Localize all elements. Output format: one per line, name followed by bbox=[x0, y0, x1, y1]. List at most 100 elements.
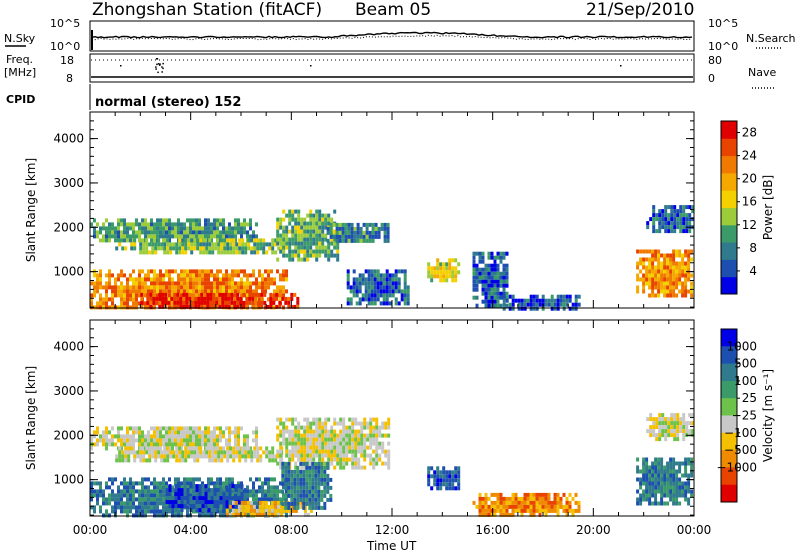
data-cell bbox=[314, 497, 318, 502]
data-cell bbox=[192, 438, 195, 443]
data-cell bbox=[294, 465, 298, 470]
data-cell bbox=[329, 497, 333, 502]
data-cell bbox=[171, 222, 174, 227]
data-cell bbox=[356, 238, 360, 243]
data-cell bbox=[226, 242, 230, 247]
data-cell bbox=[318, 421, 322, 426]
data-cell bbox=[123, 230, 126, 235]
data-cell bbox=[272, 300, 276, 305]
data-cell bbox=[475, 267, 479, 272]
data-cell bbox=[133, 450, 137, 455]
data-cell bbox=[287, 501, 291, 506]
data-cell bbox=[284, 505, 288, 510]
data-cell bbox=[312, 229, 316, 234]
data-cell bbox=[675, 273, 679, 278]
data-cell bbox=[273, 477, 276, 482]
data-cell bbox=[535, 302, 539, 307]
data-cell bbox=[297, 237, 301, 242]
data-cell bbox=[359, 234, 363, 239]
data-cell bbox=[111, 442, 114, 447]
data-cell bbox=[306, 457, 310, 462]
data-cell bbox=[249, 222, 252, 227]
data-cell bbox=[663, 469, 667, 474]
data-cell bbox=[481, 299, 485, 304]
data-cell bbox=[123, 485, 126, 490]
data-cell bbox=[287, 485, 291, 490]
data-cell bbox=[234, 226, 237, 231]
data-cell bbox=[505, 279, 509, 284]
data-cell bbox=[321, 241, 325, 246]
data-cell bbox=[228, 426, 231, 431]
data-cell bbox=[502, 287, 506, 292]
data-cell bbox=[648, 493, 652, 498]
data-cell bbox=[105, 297, 108, 302]
data-cell bbox=[502, 275, 506, 280]
data-cell bbox=[90, 485, 93, 490]
data-cell bbox=[225, 438, 228, 443]
data-cell bbox=[90, 505, 93, 510]
data-cell bbox=[333, 245, 337, 250]
data-cell bbox=[153, 430, 156, 435]
data-cell bbox=[687, 257, 691, 262]
data-cell bbox=[532, 298, 536, 303]
data-cell bbox=[364, 297, 368, 302]
data-cell bbox=[294, 449, 298, 454]
data-cell bbox=[276, 437, 280, 442]
data-cell bbox=[222, 508, 226, 513]
data-cell bbox=[663, 493, 667, 498]
data-cell bbox=[96, 501, 99, 506]
data-cell bbox=[681, 265, 685, 270]
data-cell bbox=[90, 481, 93, 486]
data-cell bbox=[138, 426, 141, 431]
data-cell bbox=[240, 222, 243, 227]
data-cell bbox=[436, 274, 440, 279]
data-cell bbox=[195, 434, 198, 439]
data-cell bbox=[197, 296, 201, 301]
freq-dot bbox=[161, 71, 163, 73]
data-cell bbox=[246, 281, 249, 286]
data-cell bbox=[317, 505, 321, 510]
data-cell bbox=[366, 445, 370, 450]
data-cell bbox=[126, 305, 129, 310]
data-cell bbox=[565, 298, 569, 303]
colorbar-segment bbox=[721, 121, 737, 139]
data-cell bbox=[517, 508, 521, 513]
data-cell bbox=[379, 285, 383, 290]
data-cell bbox=[336, 433, 340, 438]
data-cell bbox=[156, 426, 159, 431]
data-cell bbox=[105, 501, 108, 506]
data-cell bbox=[99, 509, 102, 514]
data-cell bbox=[205, 246, 209, 251]
data-cell bbox=[262, 242, 266, 247]
data-cell bbox=[105, 446, 108, 451]
data-cell bbox=[93, 305, 96, 310]
data-cell bbox=[285, 437, 289, 442]
data-cell bbox=[196, 246, 200, 251]
data-cell bbox=[258, 508, 262, 513]
data-cell bbox=[264, 497, 267, 502]
data-cell bbox=[403, 289, 407, 294]
data-cell bbox=[684, 265, 688, 270]
data-cell bbox=[256, 238, 260, 243]
data-cell bbox=[132, 269, 135, 274]
data-cell bbox=[285, 237, 289, 242]
data-cell bbox=[687, 265, 691, 270]
data-cell bbox=[556, 496, 560, 501]
data-cell bbox=[358, 277, 362, 282]
data-cell bbox=[475, 263, 479, 268]
data-cell bbox=[324, 429, 328, 434]
data-cell bbox=[216, 273, 219, 278]
data-cell bbox=[642, 489, 646, 494]
data-cell bbox=[142, 250, 146, 255]
data-cell bbox=[276, 493, 279, 498]
data-cell bbox=[176, 300, 180, 305]
data-cell bbox=[163, 246, 167, 251]
data-cell bbox=[243, 442, 246, 447]
data-cell bbox=[129, 293, 132, 298]
data-cell bbox=[678, 493, 682, 498]
data-cell bbox=[357, 457, 361, 462]
data-cell bbox=[577, 508, 581, 513]
data-cell bbox=[126, 297, 129, 302]
data-cell bbox=[505, 295, 509, 300]
data-cell bbox=[229, 242, 233, 247]
